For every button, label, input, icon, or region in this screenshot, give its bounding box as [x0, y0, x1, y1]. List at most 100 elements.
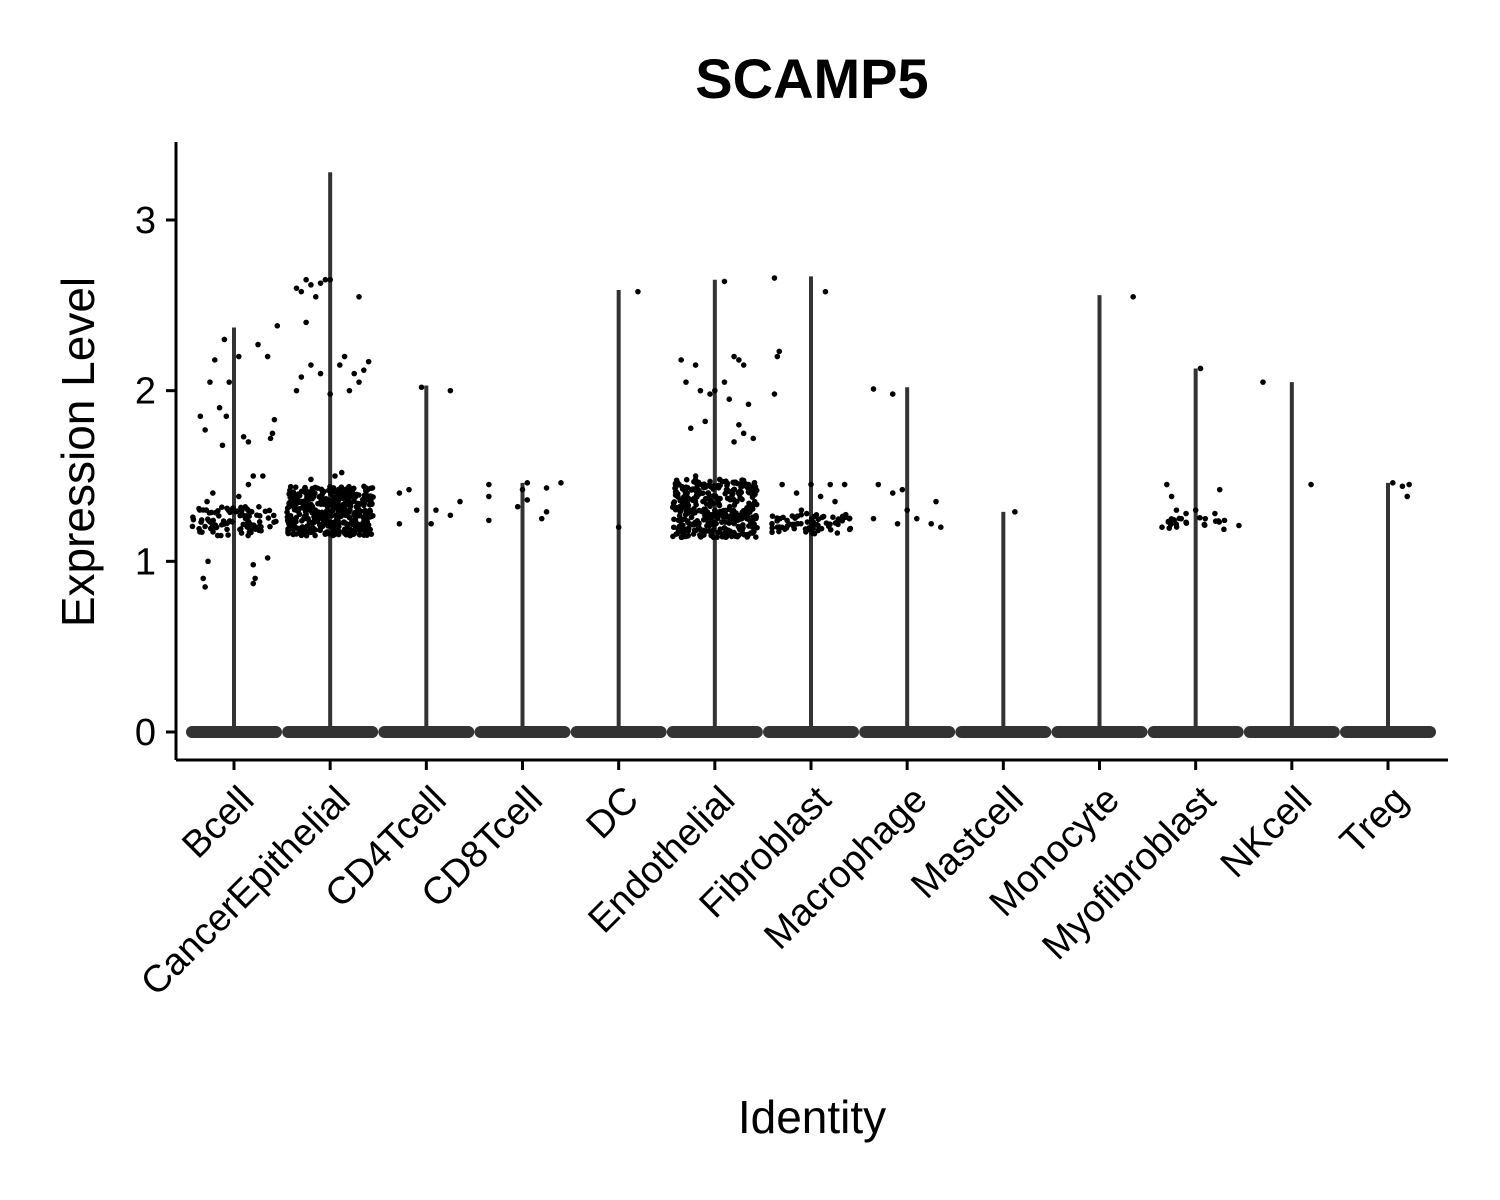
data-point — [315, 511, 321, 518]
data-point — [244, 506, 250, 512]
data-point — [260, 473, 266, 479]
data-point — [730, 507, 737, 514]
data-point — [736, 422, 742, 428]
data-point — [731, 439, 737, 445]
y-tick-label: 3 — [135, 200, 156, 242]
data-point — [306, 518, 313, 525]
data-point — [1216, 486, 1223, 493]
data-point — [870, 386, 877, 392]
data-point — [695, 523, 702, 530]
data-point — [335, 488, 341, 494]
data-point — [300, 501, 307, 508]
data-point — [827, 481, 834, 488]
data-point — [356, 379, 362, 385]
data-point — [524, 480, 531, 486]
violin-base — [570, 726, 667, 738]
data-point — [687, 508, 693, 515]
data-point — [737, 488, 743, 495]
data-point — [724, 495, 731, 502]
violin-Fibroblast — [763, 276, 859, 738]
data-point — [302, 486, 308, 492]
data-point — [739, 496, 745, 503]
data-point — [705, 490, 712, 496]
data-point — [223, 520, 230, 527]
data-point — [229, 519, 235, 525]
data-point — [447, 512, 454, 519]
data-point — [711, 492, 717, 499]
data-point — [740, 430, 747, 437]
data-point — [798, 507, 805, 513]
data-point — [252, 575, 258, 582]
y-tick-label: 0 — [135, 712, 156, 754]
x-tick-label: NKcell — [1213, 779, 1320, 886]
points-DC — [615, 288, 641, 530]
data-point — [362, 507, 368, 514]
data-point — [687, 425, 694, 432]
data-point — [368, 485, 374, 492]
data-point — [675, 525, 682, 531]
data-point — [1176, 515, 1183, 522]
data-point — [769, 520, 775, 527]
data-point — [938, 524, 944, 530]
data-point — [1183, 510, 1189, 517]
data-point — [1173, 507, 1180, 513]
data-point — [227, 509, 233, 516]
data-point — [839, 518, 846, 524]
data-point — [207, 379, 213, 385]
data-point — [211, 357, 218, 363]
data-point — [731, 533, 738, 539]
violin-Bcell — [186, 327, 282, 738]
data-point — [330, 526, 336, 533]
data-point — [615, 524, 622, 530]
data-point — [303, 319, 309, 326]
data-point — [250, 580, 257, 587]
data-point — [791, 525, 798, 532]
data-point — [729, 493, 735, 500]
data-point — [218, 532, 224, 539]
data-point — [721, 525, 728, 531]
data-point — [771, 391, 778, 397]
data-point — [750, 435, 757, 442]
data-point — [293, 531, 300, 537]
data-point — [1197, 365, 1204, 372]
data-point — [237, 526, 243, 533]
data-point — [245, 439, 252, 445]
points-Fibroblast — [769, 275, 854, 537]
data-point — [769, 513, 776, 519]
data-point — [329, 499, 336, 506]
data-point — [834, 530, 841, 536]
data-point — [368, 513, 375, 520]
data-point — [693, 492, 700, 499]
violin-Macrophage — [859, 387, 956, 738]
data-point — [1192, 507, 1199, 513]
data-point — [196, 507, 203, 513]
data-point — [731, 353, 737, 360]
data-point — [769, 525, 775, 531]
data-point — [396, 490, 403, 496]
data-point — [270, 512, 277, 519]
data-point — [365, 528, 371, 534]
data-point — [341, 487, 347, 494]
data-point — [1212, 510, 1218, 517]
data-point — [202, 523, 208, 530]
data-point — [731, 502, 738, 508]
violin-base — [666, 726, 763, 738]
data-point — [204, 498, 210, 505]
data-point — [207, 525, 214, 532]
data-point — [514, 503, 521, 510]
x-axis-title: Identity — [738, 1091, 886, 1143]
data-point — [692, 362, 699, 368]
data-point — [311, 519, 317, 526]
data-point — [286, 521, 292, 528]
data-point — [707, 478, 713, 485]
data-point — [899, 486, 906, 493]
data-point — [298, 288, 305, 295]
y-tick-label: 1 — [135, 541, 156, 583]
data-point — [236, 493, 242, 500]
data-point — [1260, 379, 1266, 385]
data-point — [1201, 522, 1208, 529]
data-point — [740, 522, 746, 528]
data-point — [322, 276, 329, 283]
data-point — [219, 504, 225, 511]
data-point — [804, 519, 811, 525]
